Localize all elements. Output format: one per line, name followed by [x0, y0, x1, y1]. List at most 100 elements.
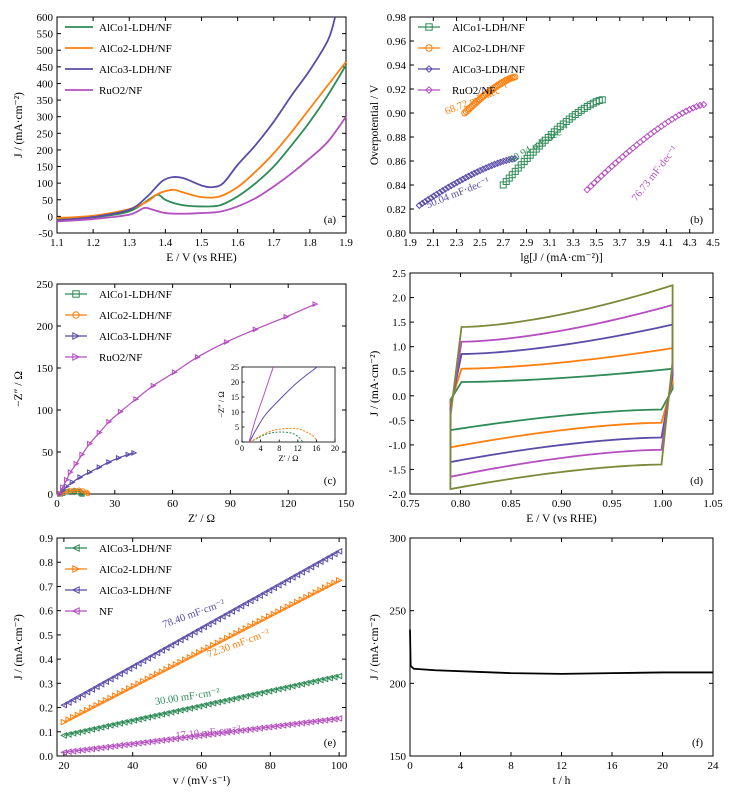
data-point [223, 610, 231, 618]
data-point [485, 162, 493, 171]
data-point [330, 673, 338, 681]
data-point [298, 568, 305, 576]
data-point [418, 199, 426, 208]
data-point [636, 138, 644, 146]
data-point [130, 682, 138, 690]
data-point [167, 708, 175, 716]
data-point [597, 172, 605, 180]
slope-annotation: 60.94 mF·dec⁻¹ [508, 123, 572, 166]
data-point [270, 610, 278, 618]
x-tick-label: 0.80 [451, 498, 471, 510]
y-tick-label: 0.9 [39, 533, 53, 545]
data-point [133, 396, 140, 403]
legend-label: AlCo2-LDH/NF [99, 310, 172, 322]
panel-label: (e) [324, 737, 337, 749]
data-point [247, 622, 255, 630]
data-point [335, 672, 343, 680]
data-point [106, 675, 114, 683]
data-point [242, 625, 250, 632]
data-point [447, 181, 455, 190]
data-point [490, 160, 499, 169]
data-point [508, 155, 516, 163]
slope-annotation: 76.73 mF·dec⁻¹ [630, 144, 680, 204]
inset-x-label: Z′ / Ω [279, 453, 299, 463]
legend-label: AlCo1-LDH/NF [99, 22, 172, 34]
x-tick-label: 30 [109, 498, 121, 510]
inset-x-tick-label: 12 [294, 444, 302, 453]
x-axis-label: E / V (vs RHE) [526, 513, 597, 525]
data-point [280, 605, 287, 613]
data-point [102, 697, 110, 704]
data-point [312, 301, 319, 308]
data-point [441, 185, 450, 193]
x-tick-label: 3.3 [566, 237, 580, 249]
data-point [195, 702, 203, 710]
x-tick-label: 2.3 [450, 237, 464, 249]
data-point [134, 715, 142, 723]
data-point [112, 692, 119, 700]
x-tick-label: 1.7 [267, 237, 281, 249]
data-point [251, 594, 259, 602]
x-tick-label: 2.5 [473, 237, 487, 249]
data-point [330, 550, 338, 558]
x-tick-label: 120 [280, 498, 297, 510]
data-point [87, 469, 94, 476]
data-point [425, 65, 433, 73]
panel-label: (c) [324, 475, 337, 487]
inset-y-tick-label: 25 [231, 363, 239, 372]
x-tick-label: 1.5 [195, 237, 209, 249]
data-point [130, 716, 137, 724]
data-point [335, 715, 343, 722]
data-point [228, 632, 236, 640]
x-tick-label: 1.1 [50, 237, 64, 249]
data-point [302, 679, 310, 687]
data-point [88, 725, 95, 733]
x-tick-label: 1.00 [653, 498, 673, 510]
data-point [158, 668, 166, 676]
y-tick-label: 100 [37, 405, 54, 417]
data-point [604, 165, 613, 174]
data-point [196, 649, 203, 656]
data-point [96, 429, 103, 436]
data-point [74, 728, 81, 736]
data-point [312, 560, 319, 568]
data-point [246, 691, 254, 699]
legend-label: AlCo2-LDH/NF [452, 43, 525, 55]
data-point [92, 724, 100, 732]
legend-label: AlCo1-LDH/NF [99, 289, 172, 301]
x-tick-label: 0 [407, 760, 413, 772]
x-tick-label: 60 [167, 498, 179, 510]
data-point [583, 186, 591, 194]
data-point [60, 718, 68, 726]
y-tick-label: 0.92 [387, 84, 406, 96]
x-tick-label: 12 [556, 760, 567, 772]
data-point [154, 670, 161, 678]
x-tick-label: 2.9 [520, 237, 534, 249]
series-line [56, 116, 347, 223]
x-tick-label: 3.7 [613, 237, 627, 249]
data-point [162, 709, 170, 717]
y-axis-label: −Z″ / Ω [13, 371, 25, 407]
data-point [242, 692, 249, 700]
data-point [459, 175, 467, 183]
y-tick-label: 600 [37, 12, 54, 24]
data-point [425, 23, 433, 31]
data-point [444, 183, 452, 192]
data-point [415, 201, 424, 210]
data-point [238, 627, 245, 635]
x-tick-label: 4.1 [660, 237, 674, 249]
y-tick-label: 50 [42, 195, 54, 207]
data-point [85, 490, 91, 497]
x-tick-label: 0.85 [501, 498, 521, 510]
data-point [88, 704, 96, 712]
inset-y-tick-label: 5 [235, 423, 239, 432]
data-point [115, 454, 122, 461]
data-point [63, 483, 70, 490]
data-point [424, 196, 432, 204]
legend-label: AlCo2-LDH/NF [99, 564, 172, 576]
data-point [111, 720, 119, 728]
data-point [228, 607, 235, 615]
data-point [106, 721, 114, 729]
data-point [425, 44, 433, 52]
